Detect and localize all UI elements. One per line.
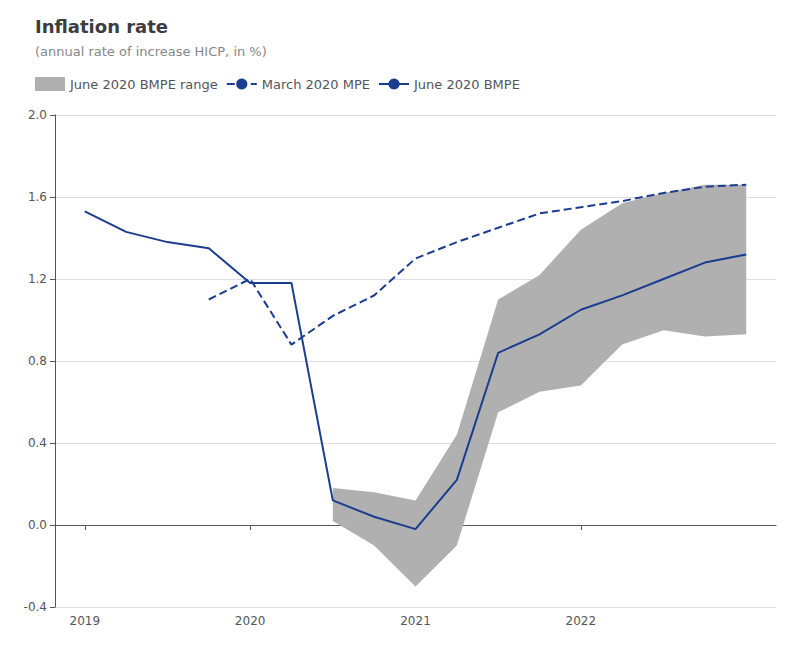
svg-text:0.0: 0.0 — [28, 518, 47, 532]
svg-text:1.2: 1.2 — [28, 272, 47, 286]
svg-text:June 2020 BMPE range: June 2020 BMPE range — [69, 77, 218, 92]
svg-text:2019: 2019 — [69, 614, 100, 628]
svg-text:-0.4: -0.4 — [24, 600, 47, 614]
svg-text:June 2020 BMPE: June 2020 BMPE — [413, 77, 520, 92]
svg-text:2020: 2020 — [235, 614, 266, 628]
svg-text:March 2020 MPE: March 2020 MPE — [262, 77, 370, 92]
svg-text:2022: 2022 — [566, 614, 597, 628]
svg-text:0.8: 0.8 — [28, 354, 47, 368]
svg-text:Inflation rate: Inflation rate — [35, 16, 168, 37]
svg-text:1.6: 1.6 — [28, 190, 47, 204]
svg-text:(annual rate of increase HICP,: (annual rate of increase HICP, in %) — [35, 44, 267, 59]
svg-text:2.0: 2.0 — [28, 108, 47, 122]
svg-text:2021: 2021 — [400, 614, 431, 628]
svg-text:0.4: 0.4 — [28, 436, 47, 450]
